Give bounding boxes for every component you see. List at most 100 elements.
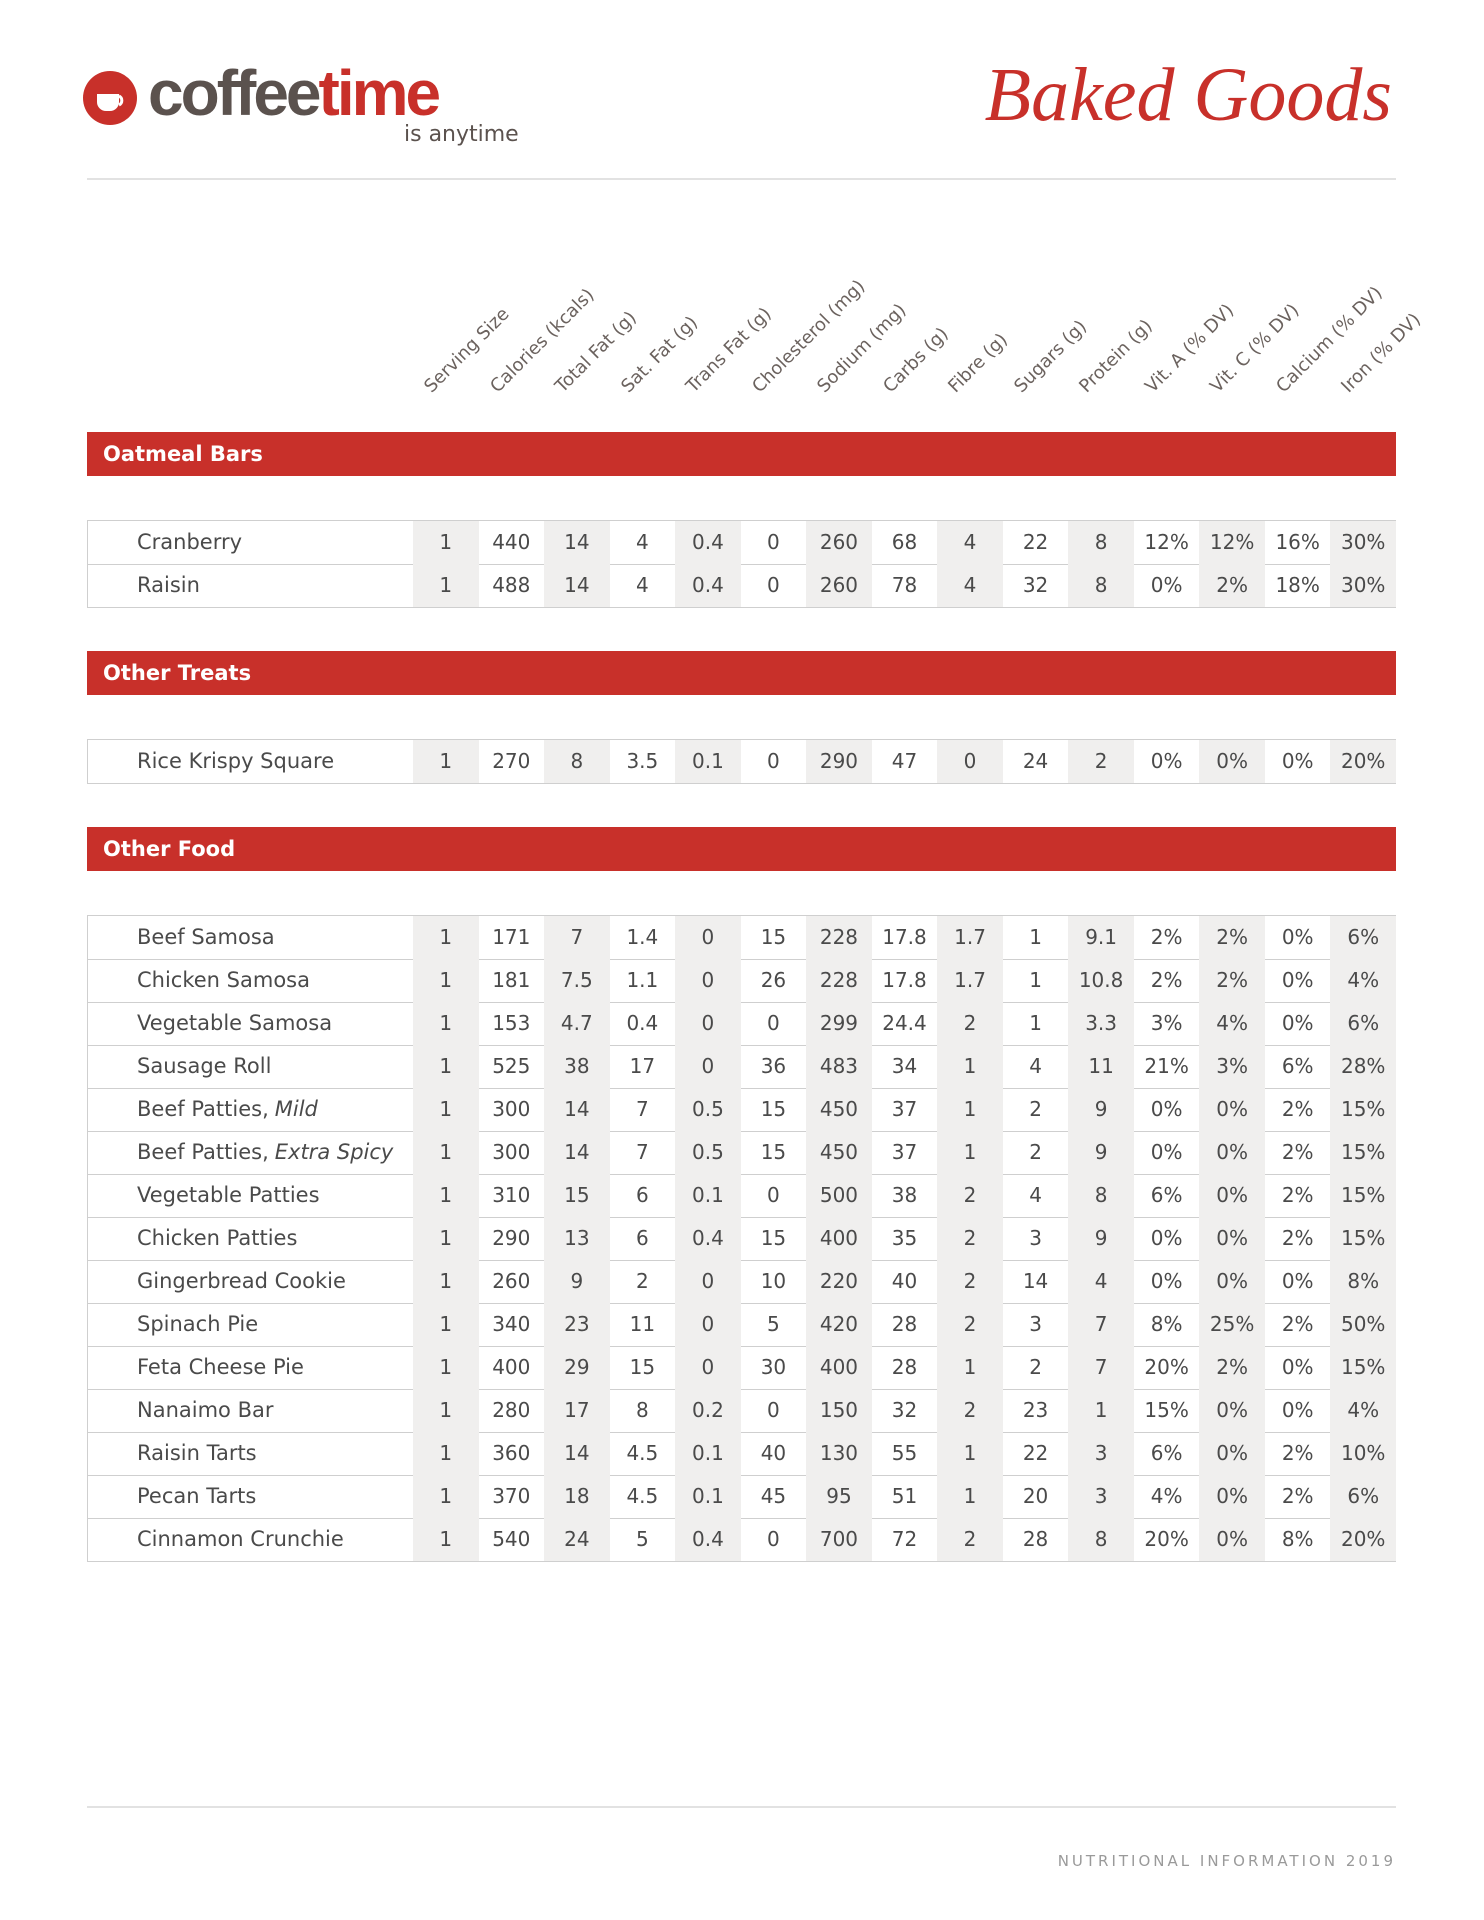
cell: 2 <box>937 1002 1003 1045</box>
cell: 17 <box>629 1054 656 1078</box>
cell: 340 <box>492 1312 531 1336</box>
cell: 1 <box>937 1475 1003 1518</box>
cell: 15 <box>760 925 787 949</box>
cell: 2% <box>1199 959 1265 1002</box>
cell: 6 <box>635 1183 649 1207</box>
cell: 7 <box>1068 1346 1134 1389</box>
cell: 400 <box>806 1346 872 1389</box>
table-row: Gingerbread Cookie 1 260 9 2 0 10 220 40 2 14 4 0% 0%… <box>87 1260 1396 1304</box>
cell: 14 <box>544 1432 610 1475</box>
item-name: Beef Patties, Mild <box>137 1088 318 1131</box>
cell: 1 <box>413 1002 479 1045</box>
rule <box>87 178 1396 180</box>
cell: 1 <box>413 521 479 564</box>
cell: 2 <box>635 1269 649 1293</box>
cell: 0 <box>767 573 780 597</box>
item-name-text: Spinach Pie <box>137 1312 259 1336</box>
cell: 1 <box>937 1088 1003 1131</box>
cell: 3.5 <box>626 749 659 773</box>
cell: 22 <box>1022 530 1049 554</box>
item-name: Rice Krispy Square <box>137 740 334 783</box>
cell: 0% <box>1150 1269 1183 1293</box>
cell: 0.5 <box>675 1131 741 1174</box>
item-name-text: Cranberry <box>137 530 243 554</box>
cell: 47 <box>891 749 918 773</box>
cell: 8% <box>1150 1312 1183 1336</box>
cell: 1 <box>413 916 479 959</box>
cell: 17.8 <box>882 968 927 992</box>
cell: 290 <box>806 740 872 783</box>
cell: 10.8 <box>1068 959 1134 1002</box>
cell: 0% <box>1281 749 1314 773</box>
cell: 0 <box>675 916 741 959</box>
cell: 440 <box>492 530 531 554</box>
cell: 15% <box>1144 1398 1189 1422</box>
cell: 220 <box>806 1260 872 1303</box>
cell: 23 <box>1022 1398 1049 1422</box>
cell: 12% <box>1144 530 1189 554</box>
cell: 2 <box>937 1174 1003 1217</box>
item-variant: Extra Spicy <box>274 1140 394 1164</box>
item-name: Vegetable Patties <box>137 1174 320 1217</box>
cell: 260 <box>806 564 872 607</box>
cell: 20 <box>1022 1484 1049 1508</box>
item-name: Raisin <box>137 564 200 607</box>
item-name: Vegetable Samosa <box>137 1002 332 1045</box>
cell: 15% <box>1330 1217 1396 1260</box>
cell: 0.4 <box>626 1011 659 1035</box>
cell: 7 <box>635 1140 649 1164</box>
cell: 8 <box>1068 564 1134 607</box>
cell: 181 <box>492 968 531 992</box>
cell: 3 <box>1068 1475 1134 1518</box>
cell: 4% <box>1330 1389 1396 1432</box>
cell: 2 <box>937 1389 1003 1432</box>
cell: 1 <box>413 959 479 1002</box>
cell: 15% <box>1330 1088 1396 1131</box>
cell: 8 <box>1068 1174 1134 1217</box>
cell: 0.4 <box>675 521 741 564</box>
cell: 1.4 <box>626 925 659 949</box>
cell: 7 <box>635 1097 649 1121</box>
cell: 0% <box>1281 968 1314 992</box>
table-row: Pecan Tarts 1 370 18 4.5 0.1 45 95 51 1 20 3 4% 0% 2% 6… <box>87 1475 1396 1519</box>
item-name: Beef Patties, Extra Spicy <box>137 1131 393 1174</box>
item-name-text: Beef Patties, <box>137 1097 269 1121</box>
cell: 11 <box>1068 1045 1134 1088</box>
cell: 6 <box>635 1226 649 1250</box>
cell: 18 <box>544 1475 610 1518</box>
cell: 4 <box>937 564 1003 607</box>
cell: 8 <box>544 740 610 783</box>
table-row: Chicken Samosa 1 181 7.5 1.1 0 26 228 17.8 1.7 1 10… <box>87 959 1396 1003</box>
cell: 2 <box>1029 1355 1042 1379</box>
item-name-text: Rice Krispy Square <box>137 749 335 773</box>
cell: 1 <box>413 564 479 607</box>
table-row: Chicken Patties 1 290 13 6 0.4 15 400 35 2 3 9 0% 0% 2… <box>87 1217 1396 1261</box>
cell: 1 <box>413 1303 479 1346</box>
cell: 1 <box>1029 925 1042 949</box>
cell: 0.1 <box>675 1475 741 1518</box>
cell: 280 <box>492 1398 531 1422</box>
cell: 29 <box>544 1346 610 1389</box>
item-name: Chicken Patties <box>137 1217 297 1260</box>
cell: 1 <box>1029 968 1042 992</box>
cell: 0 <box>767 1527 780 1551</box>
cell: 7 <box>544 916 610 959</box>
cell: 4% <box>1330 959 1396 1002</box>
cell: 4 <box>1029 1054 1042 1078</box>
item-name: Gingerbread Cookie <box>137 1260 346 1303</box>
cell: 0 <box>767 1183 780 1207</box>
section-bar: Other Treats <box>87 651 1396 695</box>
cell: 18% <box>1275 573 1320 597</box>
cell: 14 <box>544 564 610 607</box>
cell: 8 <box>635 1398 649 1422</box>
cell: 2% <box>1150 968 1183 992</box>
cell: 228 <box>806 916 872 959</box>
cell: 260 <box>492 1269 531 1293</box>
item-name: Feta Cheese Pie <box>137 1346 304 1389</box>
cell: 2 <box>937 1260 1003 1303</box>
section-bar: Oatmeal Bars <box>87 432 1396 476</box>
cell: 1 <box>413 1389 479 1432</box>
cell: 6% <box>1150 1441 1183 1465</box>
cell: 2% <box>1199 1346 1265 1389</box>
